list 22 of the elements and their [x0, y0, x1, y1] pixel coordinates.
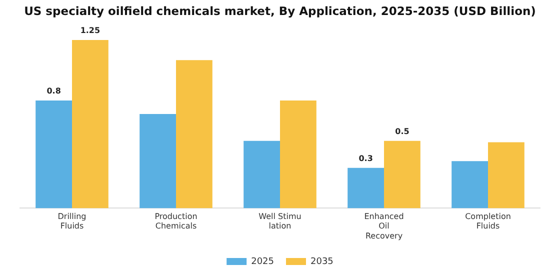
x-tick-label: Production Chemicals [154, 212, 198, 231]
bar [72, 40, 108, 208]
data-label: 0.8 [46, 86, 62, 96]
bar [280, 100, 316, 208]
legend-label: 2025 [251, 256, 274, 267]
bar [348, 168, 384, 208]
x-tick-label: Completion Fluids [465, 212, 511, 231]
data-label: 0.5 [395, 127, 410, 136]
legend-label: 2035 [310, 256, 334, 267]
data-label: 1.25 [80, 26, 100, 36]
bar [452, 161, 488, 208]
chart-title: US specialty oilfield chemicals market, By Application, 2025-2035 (USD Billion) [23, 4, 537, 18]
x-tick-label: Drilling Fluids [58, 212, 86, 231]
bar [36, 100, 72, 208]
bar [488, 142, 524, 208]
bar [140, 114, 176, 208]
bar [384, 140, 420, 208]
bar [244, 140, 280, 208]
bar [176, 60, 212, 208]
x-tick-label: Enhanced Oil Recovery [364, 212, 404, 240]
x-tick-label: Well Stimu lation [258, 212, 302, 231]
data-label: 0.3 [358, 154, 373, 163]
